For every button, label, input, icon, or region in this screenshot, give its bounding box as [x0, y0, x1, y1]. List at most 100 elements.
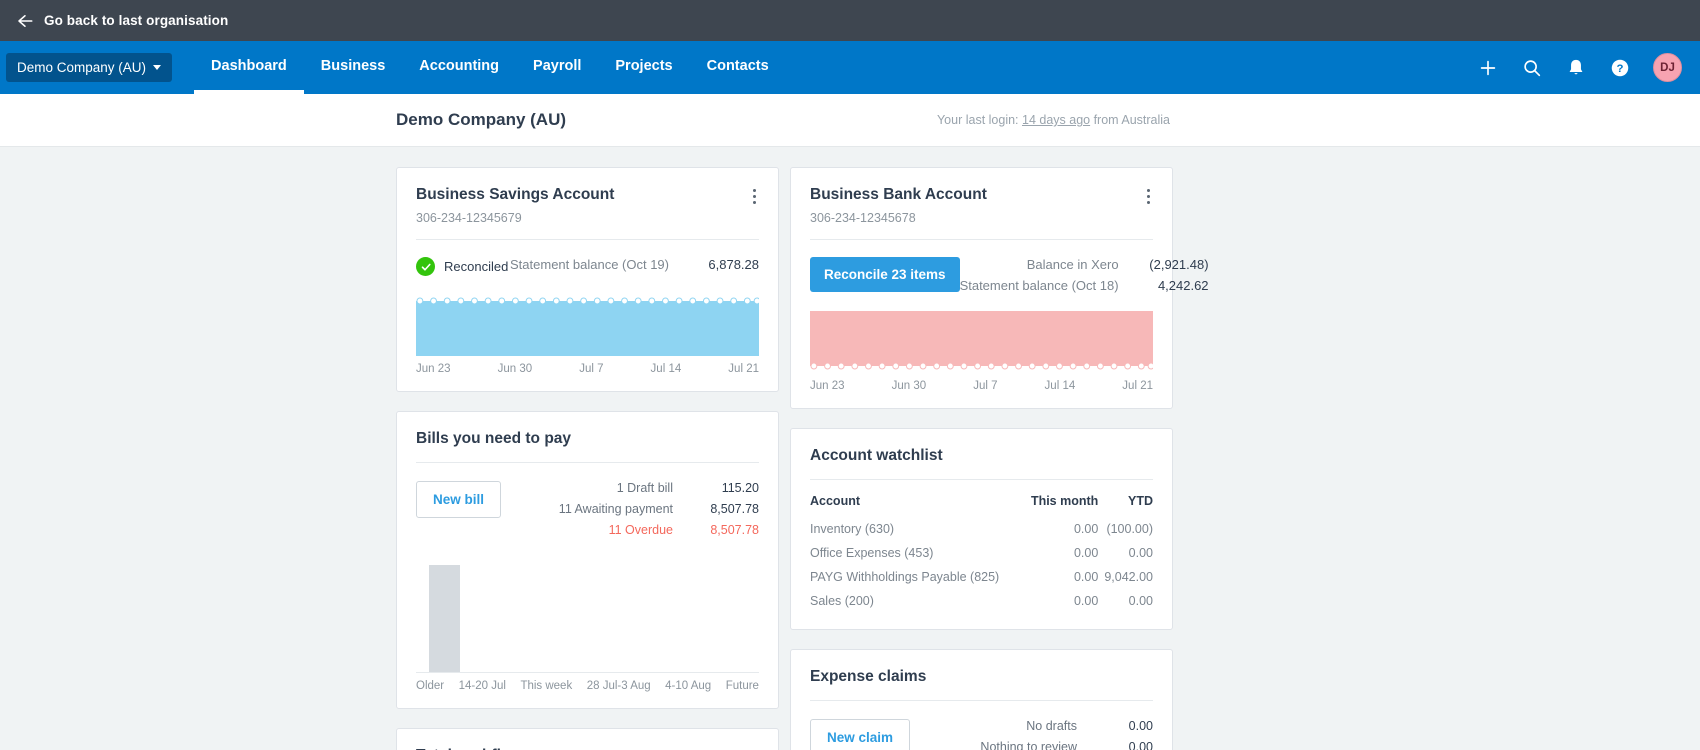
- axis-tick: Jul 14: [1044, 380, 1076, 392]
- balance-value: (2,921.48): [1149, 257, 1209, 272]
- expense-claims-summary: New claim No drafts 0.00 Nothing to revi…: [810, 719, 1153, 750]
- bills-row-label: 1 Draft bill: [616, 481, 673, 495]
- bank-account-title: Business Bank Account: [810, 186, 987, 203]
- claims-row-label: Nothing to review: [980, 740, 1077, 750]
- nav-item-label: Business: [320, 57, 386, 74]
- cell-ytd: 9,042.00: [1104, 570, 1153, 584]
- nav-item-contacts[interactable]: Contacts: [690, 41, 786, 94]
- bank-account-summary: Reconcile 23 items Balance in Xero (2,92…: [810, 257, 1209, 293]
- nav-item-label: Projects: [615, 57, 673, 74]
- bell-icon[interactable]: [1565, 57, 1587, 79]
- go-back-label: Go back to last organisation: [44, 13, 229, 28]
- divider: [810, 479, 1153, 480]
- new-claim-button[interactable]: New claim: [810, 719, 911, 750]
- bank-account-number: 306-234-12345678: [810, 211, 916, 225]
- cell-this-month: 0.00: [1073, 522, 1099, 536]
- table-row[interactable]: Sales (200) 0.00 0.00: [810, 589, 1153, 613]
- table-row[interactable]: Inventory (630) 0.00 (100.00): [810, 517, 1153, 541]
- cell-this-month: 0.00: [1073, 546, 1099, 560]
- reconciled-label: Reconciled: [444, 259, 509, 274]
- watchlist-title: Account watchlist: [810, 447, 943, 464]
- go-back-organisation-bar[interactable]: Go back to last organisation: [0, 0, 1700, 41]
- org-switcher-button[interactable]: Demo Company (AU): [6, 53, 173, 82]
- claims-row-label: No drafts: [1026, 719, 1077, 733]
- bills-figures: 1 Draft bill 115.20 11 Awaiting payment …: [559, 481, 759, 537]
- chevron-down-icon: [153, 65, 162, 70]
- nav-item-label: Payroll: [533, 57, 582, 74]
- card-menu-icon[interactable]: [746, 186, 762, 206]
- axis-tick: Older: [416, 680, 445, 692]
- cell-this-month: 0.00: [1073, 594, 1099, 608]
- table-header-row: Account This month YTD: [810, 494, 1153, 517]
- bills-title: Bills you need to pay: [416, 430, 572, 447]
- savings-account-number: 306-234-12345679: [416, 211, 522, 225]
- page-subheader: Demo Company (AU) Your last login: 14 da…: [0, 94, 1700, 147]
- bank-balances: Balance in Xero (2,921.48) Statement bal…: [960, 257, 1209, 293]
- bills-row-overdue: 11 Overdue 8,507.78: [559, 523, 759, 537]
- savings-account-summary: Reconciled Statement balance (Oct 19) 6,…: [416, 257, 759, 276]
- axis-tick: This week: [520, 680, 573, 692]
- bills-chart-axis: Older 14-20 Jul This week 28 Jul-3 Aug 4…: [416, 680, 759, 692]
- card-business-savings-account: Business Savings Account 306-234-1234567…: [396, 167, 779, 392]
- expense-claims-title: Expense claims: [810, 668, 927, 685]
- savings-chart-axis: Jun 23 Jun 30 Jul 7 Jul 14 Jul 21: [416, 363, 759, 375]
- plus-icon[interactable]: [1477, 57, 1499, 79]
- nav-item-payroll[interactable]: Payroll: [516, 41, 598, 94]
- avatar[interactable]: DJ: [1653, 53, 1682, 82]
- search-icon[interactable]: [1521, 57, 1543, 79]
- table-row[interactable]: PAYG Withholdings Payable (825) 0.00 9,0…: [810, 565, 1153, 589]
- divider: [810, 700, 1153, 701]
- axis-tick: Jul 7: [973, 380, 998, 392]
- nav-item-dashboard[interactable]: Dashboard: [194, 41, 304, 94]
- axis-tick: Jun 30: [891, 380, 927, 392]
- nav-item-business[interactable]: Business: [304, 41, 402, 94]
- bills-row-value: 8,507.78: [710, 502, 759, 516]
- nav-item-label: Contacts: [706, 57, 769, 74]
- cell-ytd: 0.00: [1128, 594, 1153, 608]
- divider: [416, 462, 759, 463]
- claims-row: Nothing to review 0.00: [980, 740, 1153, 750]
- table-row[interactable]: Office Expenses (453) 0.00 0.00: [810, 541, 1153, 565]
- nav-item-accounting[interactable]: Accounting: [402, 41, 516, 94]
- axis-tick: Jul 7: [579, 363, 604, 375]
- nav-items: Dashboard Business Accounting Payroll Pr…: [194, 41, 786, 94]
- dashboard-column-left: Business Savings Account 306-234-1234567…: [396, 167, 779, 750]
- bills-row: 1 Draft bill 115.20: [559, 481, 759, 495]
- last-login-text: Your last login: 14 days ago from Austra…: [937, 113, 1170, 127]
- card-bills-you-need-to-pay: Bills you need to pay New bill 1 Draft b…: [396, 411, 779, 709]
- dashboard-column-right: Business Bank Account 306-234-12345678 R…: [790, 167, 1209, 750]
- column-header-this-month: This month: [1030, 494, 1099, 508]
- card-total-cashflow: Total cashflow: [396, 728, 779, 750]
- statement-balance-row: Statement balance (Oct 19) 6,878.28: [510, 257, 759, 272]
- reconcile-items-button[interactable]: Reconcile 23 items: [810, 257, 960, 292]
- statement-balance-value: 6,878.28: [708, 257, 759, 272]
- bills-bar-chart: [416, 565, 759, 673]
- balance-row: Statement balance (Oct 18) 4,242.62: [960, 278, 1209, 293]
- axis-tick: Future: [725, 680, 759, 692]
- balance-value: 4,242.62: [1157, 278, 1209, 293]
- axis-tick: Jun 23: [810, 380, 845, 392]
- bills-row-value: 8,507.78: [710, 523, 759, 537]
- divider: [810, 239, 1153, 240]
- new-bill-button[interactable]: New bill: [416, 481, 502, 518]
- cashflow-title: Total cashflow: [416, 747, 759, 750]
- claims-row: No drafts 0.00: [980, 719, 1153, 733]
- bar-slot: [416, 565, 473, 672]
- cell-ytd: (100.00): [1106, 522, 1153, 536]
- arrow-left-icon: [18, 14, 33, 27]
- org-switcher-label: Demo Company (AU): [17, 60, 147, 75]
- last-login-prefix: Your last login:: [936, 113, 1022, 127]
- balance-row: Balance in Xero (2,921.48): [960, 257, 1209, 272]
- bar-slot: [588, 565, 645, 672]
- savings-balances: Statement balance (Oct 19) 6,878.28: [510, 257, 759, 272]
- axis-tick: Jul 21: [728, 363, 759, 375]
- last-login-link[interactable]: 14 days ago: [1022, 113, 1091, 127]
- card-menu-icon[interactable]: [1140, 186, 1156, 206]
- nav-item-projects[interactable]: Projects: [598, 41, 689, 94]
- avatar-initials: DJ: [1660, 61, 1675, 74]
- bills-row-label: 11 Overdue: [608, 523, 673, 537]
- main-navigation-bar: Demo Company (AU) Dashboard Business Acc…: [0, 41, 1700, 94]
- claims-row-value: 0.00: [1128, 740, 1153, 750]
- axis-tick: Jun 23: [416, 363, 451, 375]
- help-icon[interactable]: ?: [1609, 57, 1631, 79]
